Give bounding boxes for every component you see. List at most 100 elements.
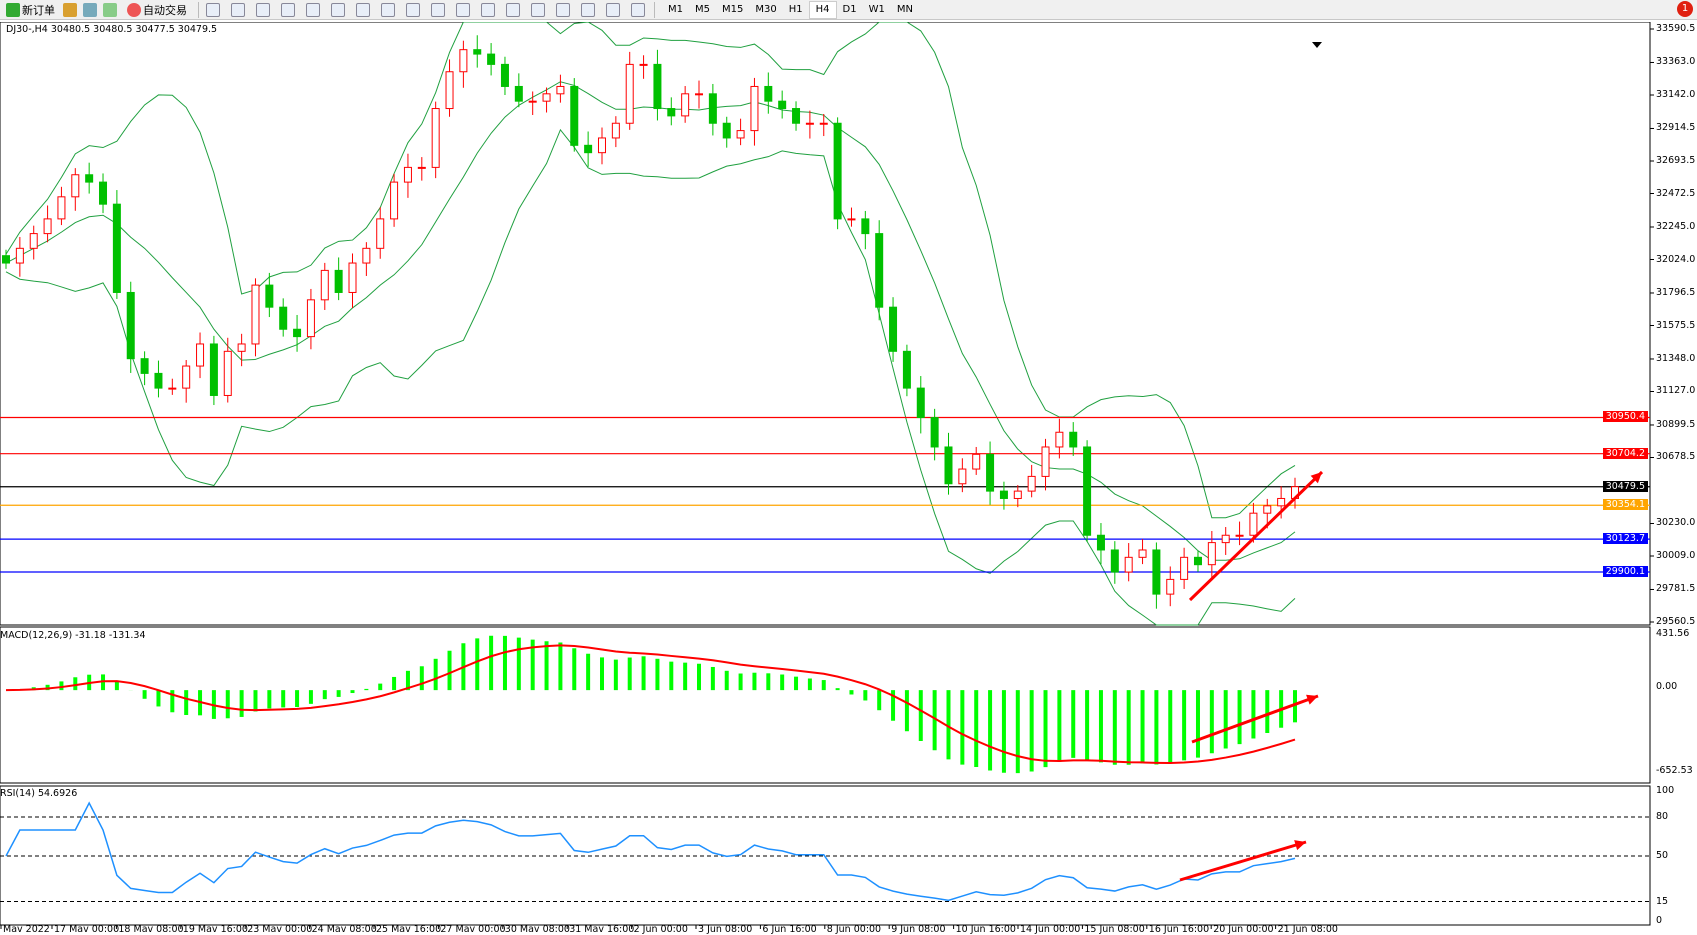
fibonacci-icon[interactable] (531, 2, 545, 17)
candle (916, 387, 925, 419)
candle (320, 269, 329, 301)
candle (736, 130, 745, 139)
candle (265, 284, 274, 308)
crosshair-icon[interactable] (431, 2, 445, 17)
timeframe-mn[interactable]: MN (896, 4, 913, 15)
main-panel (0, 22, 1651, 626)
candle (778, 100, 787, 110)
price-tick-label: 31127.0 (1656, 385, 1696, 397)
price-tick-label: 32914.5 (1656, 122, 1696, 134)
candle (1235, 534, 1244, 537)
candle (293, 328, 302, 338)
time-label: 21 Jun 08:00 (1277, 924, 1338, 935)
candle (362, 247, 371, 264)
tile-icon[interactable] (256, 2, 270, 17)
candle (819, 122, 828, 125)
timeframe-m30[interactable]: M30 (755, 4, 777, 15)
timeframe-w1[interactable]: W1 (868, 4, 885, 15)
autoscroll-icon[interactable] (281, 2, 295, 17)
time-label: 6 Jun 16:00 (762, 924, 817, 935)
signals-icon[interactable] (103, 2, 117, 17)
candle (1207, 542, 1216, 566)
price-tick-label: 33363.0 (1656, 56, 1696, 68)
rsi-line (5, 801, 1296, 902)
zoom-out-icon[interactable] (231, 2, 245, 17)
indicators-icon[interactable] (331, 2, 345, 17)
timeframe-m15[interactable]: M15 (722, 4, 744, 15)
chart-shift-icon[interactable] (306, 2, 320, 17)
price-tick-label: 29781.5 (1656, 583, 1696, 595)
level-price-tag: 29900.1 (1602, 566, 1648, 578)
candle (570, 85, 579, 146)
rsi-tick-label: 100 (1656, 785, 1675, 796)
price-tick-label: 31796.5 (1656, 286, 1696, 298)
candle (1041, 446, 1050, 477)
candle (653, 63, 662, 110)
bollinger-upper (5, 22, 1296, 519)
candle (681, 93, 690, 117)
toolbar: 新订单 自动交易 M1 M5 M15 M30 H1 H4 D1 W1 MN 1 (0, 0, 1697, 20)
timeframe-m5[interactable]: M5 (695, 4, 710, 15)
candle (1027, 475, 1036, 492)
time-label: 9 Jun 08:00 (891, 924, 946, 935)
timeframe-m1[interactable]: M1 (668, 4, 683, 15)
timeframe-h4[interactable]: H4 (808, 0, 837, 19)
candle (847, 218, 856, 221)
timeframe-d1[interactable]: D1 (842, 4, 857, 15)
level-price-tag: 30479.5 (1602, 480, 1648, 492)
candle (182, 365, 191, 389)
periods-icon[interactable] (356, 2, 370, 17)
auto-trading-button[interactable]: 自动交易 (123, 1, 191, 19)
price-tick-label: 32693.5 (1656, 154, 1696, 166)
candle (958, 468, 967, 485)
candle (57, 196, 66, 220)
candle (542, 93, 551, 102)
rsi-tick-label: 0 (1656, 915, 1663, 926)
candle (29, 233, 38, 249)
candle (667, 108, 676, 117)
price-chart[interactable] (0, 22, 1697, 935)
price-tick-label: 30230.0 (1656, 517, 1696, 529)
navigator-icon[interactable] (83, 2, 97, 17)
candle (695, 93, 704, 96)
candle (708, 93, 717, 124)
zoom-in-icon[interactable] (206, 2, 220, 17)
candle (417, 166, 426, 169)
time-label: 17 Mav 00:00 (54, 924, 120, 935)
trendline-icon[interactable] (506, 2, 520, 17)
alert-badge[interactable]: 1 (1677, 1, 1693, 17)
text-label-icon[interactable] (606, 2, 620, 17)
candle (999, 490, 1008, 499)
candle (861, 218, 870, 235)
candle (71, 174, 80, 198)
price-trend-arrow-head (1310, 472, 1322, 484)
horizontal-line-icon[interactable] (481, 2, 495, 17)
templates-icon[interactable] (381, 2, 395, 17)
fibo-fan-icon[interactable] (556, 2, 570, 17)
candle (792, 108, 801, 124)
candle (237, 343, 246, 352)
candle (1124, 556, 1133, 573)
arrows-icon[interactable] (631, 2, 645, 17)
candle (930, 417, 939, 448)
price-tick-label: 32472.5 (1656, 187, 1696, 199)
candle (556, 85, 565, 95)
time-label: 24 Mav 08:00 (311, 924, 377, 935)
macd-panel (0, 626, 1651, 784)
vertical-line-icon[interactable] (456, 2, 470, 17)
candle (279, 306, 288, 330)
candle (487, 53, 496, 65)
rsi-trend-arrow (1179, 840, 1307, 882)
time-label: 19 Mav 16:00 (182, 924, 248, 935)
bollinger-lower (5, 128, 1296, 626)
macd-tick-label: -652.53 (1656, 765, 1693, 776)
new-order-icon (6, 2, 20, 17)
candle (1249, 512, 1258, 536)
timeframe-h1[interactable]: H1 (788, 4, 803, 15)
chart-header: DJ30-,H4 30480.5 30480.5 30477.5 30479.5 (6, 24, 218, 35)
market-watch-icon[interactable] (63, 2, 77, 17)
text-icon[interactable] (581, 2, 595, 17)
cursor-icon[interactable] (406, 2, 420, 17)
time-label: 3 Jun 08:00 (698, 924, 753, 935)
new-order-button[interactable]: 新订单 (2, 1, 59, 19)
